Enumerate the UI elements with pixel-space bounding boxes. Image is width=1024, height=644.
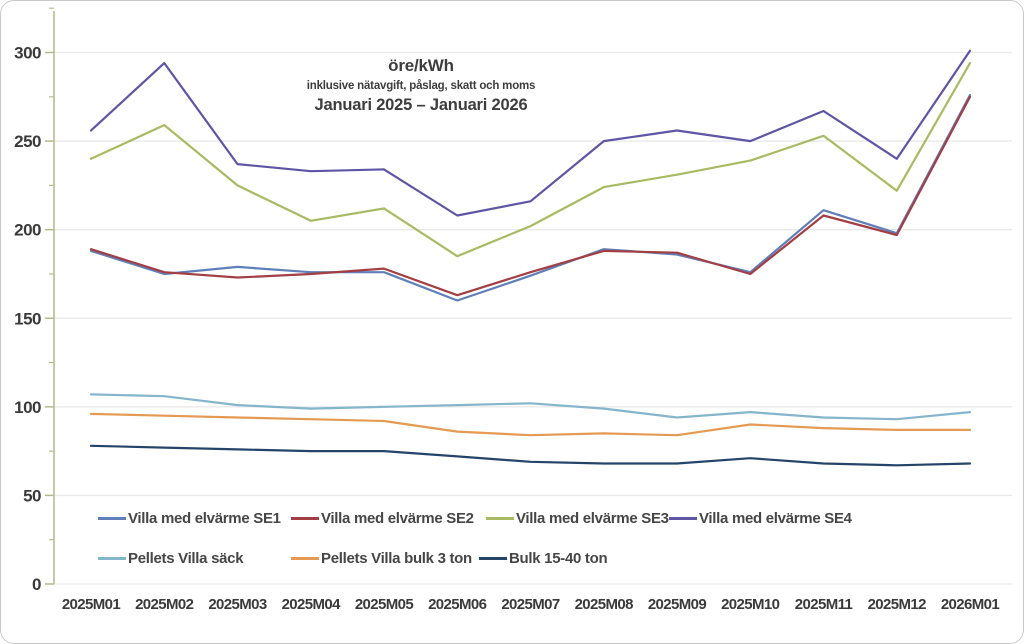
- x-axis-label: 2025M09: [648, 596, 707, 613]
- x-axis-label: 2025M02: [135, 596, 194, 613]
- y-axis-label: 50: [23, 486, 41, 505]
- series-line-3: [89, 61, 972, 258]
- y-axis-label: 200: [14, 221, 41, 240]
- x-axis-label: 2025M10: [721, 596, 780, 613]
- y-axis-label: 300: [14, 44, 41, 63]
- series-line-1: [89, 93, 972, 302]
- series-line-5: [89, 393, 972, 421]
- x-axis-label: 2025M05: [355, 596, 414, 613]
- series-line-6: [89, 412, 972, 437]
- x-axis-label: 2025M08: [575, 596, 634, 613]
- y-axis-label: 100: [14, 398, 41, 417]
- x-axis-label: 2025M12: [868, 596, 927, 613]
- series-line-2: [89, 95, 972, 297]
- x-axis-label: 2025M07: [501, 596, 560, 613]
- y-axis-label: 250: [14, 132, 41, 151]
- series-line-4: [89, 49, 972, 217]
- series-line-7: [89, 444, 972, 467]
- x-axis-label: 2025M01: [62, 596, 121, 613]
- y-axis-label: 150: [14, 309, 41, 328]
- x-axis-label: 2026M01: [941, 596, 1000, 613]
- x-axis-label: 2025M11: [795, 596, 853, 613]
- x-axis-label: 2025M06: [428, 596, 487, 613]
- x-axis-label: 2025M04: [282, 596, 342, 613]
- y-axis-label: 0: [32, 575, 41, 594]
- x-axis-label: 2025M03: [208, 596, 267, 613]
